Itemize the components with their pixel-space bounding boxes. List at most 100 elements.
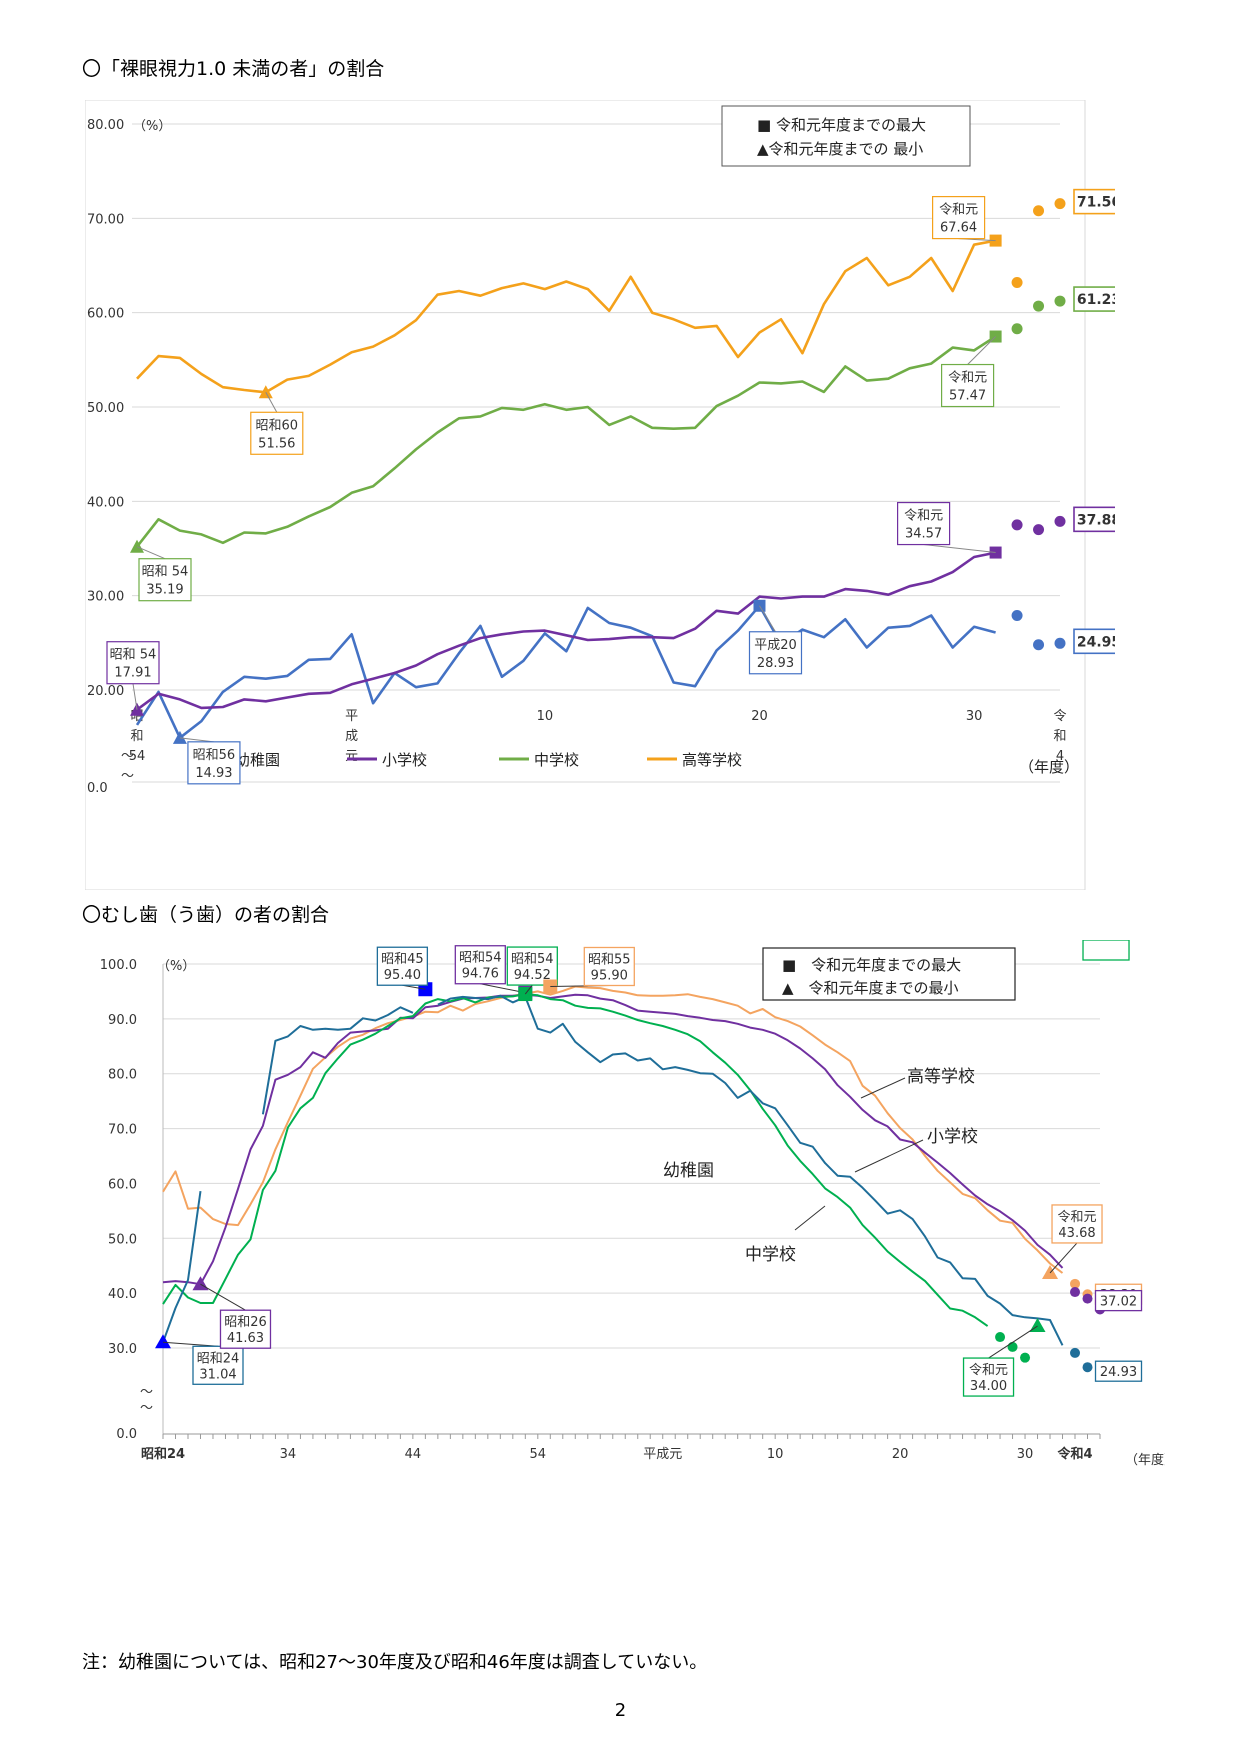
x-tick-label: 30 <box>966 709 983 724</box>
series-label-kinder: 幼稚園 <box>663 1161 714 1181</box>
callout-box-junior <box>1082 940 1130 961</box>
callout-value: 95.90 <box>591 968 628 983</box>
min-marker-high <box>1042 1264 1059 1279</box>
x-tick-label: 10 <box>767 1447 784 1462</box>
end-value-label: 37.88 <box>1077 512 1115 528</box>
axis-break-mark: ～ <box>121 749 134 764</box>
y-tick-label: 40.00 <box>87 495 124 510</box>
callout-label: 令和元 <box>939 203 978 218</box>
end-value-label: 61.23 <box>1077 292 1115 308</box>
callout-label: 令和元 <box>904 509 943 524</box>
series-line-kinder <box>135 604 996 740</box>
marker-legend-max: ■ 令和元年度までの最大 <box>757 116 926 134</box>
callout-label: 昭和45 <box>381 952 424 967</box>
callout-box-elementary <box>454 945 506 985</box>
max-marker-junior <box>518 987 533 1002</box>
y-tick-label: 40.0 <box>108 1287 137 1302</box>
marker-legend-max: ■ 令和元年度までの最大 <box>782 956 961 974</box>
callout-value: 14.93 <box>195 766 232 781</box>
callout-box-kinder <box>376 946 429 986</box>
end-value-label: 24.93 <box>1100 1365 1137 1380</box>
data-point-elementary <box>1054 515 1066 527</box>
callout-box-kinder <box>1073 628 1115 655</box>
legend-label-kinder: 幼稚園 <box>235 751 280 769</box>
max-marker-high <box>543 979 558 994</box>
callout-leader <box>923 544 996 554</box>
data-point-junior <box>1020 1352 1031 1363</box>
callout-leader <box>1049 1242 1078 1274</box>
x-axis-unit: （年度） <box>1019 758 1079 776</box>
x-tick-label: 平成元 <box>345 709 358 764</box>
axis-break-mark: ～ <box>140 1385 153 1400</box>
callout-box-kinder <box>187 741 241 785</box>
x-tick-label: 54 <box>530 1447 547 1462</box>
x-tick-label: 昭和24 <box>141 1446 185 1462</box>
marker-legend-box <box>721 105 971 167</box>
page-number: 2 <box>614 1700 627 1721</box>
data-point-high <box>1011 276 1023 288</box>
data-point-junior <box>1054 295 1066 307</box>
callout-box-high <box>583 946 635 987</box>
y-tick-label: 80.00 <box>87 118 124 133</box>
x-tick-label: 20 <box>892 1447 909 1462</box>
callout-leader <box>759 605 776 633</box>
x-tick-label: 平成元 <box>643 1447 682 1462</box>
callout-box-junior <box>962 1357 1015 1397</box>
data-point-junior <box>995 1332 1006 1343</box>
callout-value: 43.68 <box>1058 1226 1095 1241</box>
callout-label: 昭和56 <box>193 748 236 763</box>
callout-box-junior <box>941 363 995 408</box>
series-label-leader <box>860 1077 906 1099</box>
data-point-elementary <box>1033 524 1045 536</box>
callout-leader <box>200 1283 246 1311</box>
plot-frame <box>85 100 1086 890</box>
callout-value: 51.56 <box>258 436 295 451</box>
chart1-title: 〇「裸眼視力1.0 未満の者」の割合 <box>82 58 385 80</box>
callout-value: 28.93 <box>757 656 794 671</box>
axis-break-mark: ～ <box>140 1401 153 1416</box>
callout-box-elementary <box>1094 1289 1143 1312</box>
callout-label: 昭和60 <box>256 418 299 433</box>
callout-box-elementary <box>219 1309 272 1349</box>
marker-legend-min: ▲ 令和元年度までの最小 <box>782 979 959 997</box>
min-marker-junior <box>130 539 144 553</box>
legend-label-elementary: 小学校 <box>382 751 427 769</box>
callout-box-elementary <box>897 501 951 546</box>
axis-break-mark: ～ <box>121 769 134 784</box>
callout-value: 41.63 <box>227 1331 264 1346</box>
callout-box-junior <box>138 558 192 602</box>
legend-label-high: 高等学校 <box>682 751 742 769</box>
callout-value: 94.52 <box>514 968 551 983</box>
y-tick-label: 20.00 <box>87 684 124 699</box>
y-tick-label: 50.0 <box>108 1232 137 1247</box>
series-line-high <box>162 985 1064 1274</box>
data-point-high <box>1033 205 1045 217</box>
x-tick-label: 34 <box>280 1447 297 1462</box>
x-axis-unit: （年度） <box>1125 1452 1165 1468</box>
callout-label: 令和元 <box>1058 1210 1097 1225</box>
chart2-title: 〇むし歯（う歯）の者の割合 <box>82 904 330 926</box>
y-tick-label: 70.00 <box>87 212 124 227</box>
callout-label: 昭和26 <box>224 1315 267 1330</box>
data-point-junior <box>1033 300 1045 312</box>
data-point-elementary <box>1070 1287 1081 1298</box>
callout-value: 34.57 <box>905 527 942 542</box>
series-line-kinder <box>162 994 1064 1346</box>
y-tick-label: 100.0 <box>100 958 137 973</box>
series-label-leader <box>854 1139 924 1173</box>
callout-box-high <box>1073 188 1115 215</box>
callout-leader <box>136 546 166 560</box>
callout-box-junior <box>506 946 558 986</box>
callout-value: 17.91 <box>114 666 151 681</box>
callout-label: 昭和54 <box>459 951 502 966</box>
series-label-elementary: 小学校 <box>927 1127 978 1147</box>
footnote: 注：幼稚園については、昭和27～30年度及び昭和46年度は調査していない。 <box>82 1652 708 1673</box>
end-value-label: 28.24 <box>1087 940 1124 944</box>
y-tick-label: 0.0 <box>116 1427 137 1442</box>
data-point-high <box>1070 1278 1081 1289</box>
min-marker-kinder <box>172 730 187 744</box>
y-tick-label: 0.0 <box>87 781 108 796</box>
callout-box-kinder <box>1094 1360 1143 1382</box>
y-tick-label: 80.0 <box>108 1068 137 1083</box>
data-point-kinder <box>1054 637 1066 649</box>
